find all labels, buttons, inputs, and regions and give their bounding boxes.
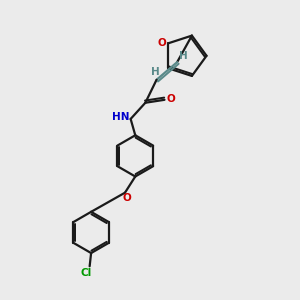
Text: HN: HN bbox=[112, 112, 130, 122]
Text: O: O bbox=[158, 38, 167, 48]
Text: Cl: Cl bbox=[80, 268, 92, 278]
Text: O: O bbox=[166, 94, 175, 104]
Text: O: O bbox=[122, 193, 131, 203]
Text: H: H bbox=[179, 51, 188, 61]
Text: H: H bbox=[151, 67, 160, 76]
